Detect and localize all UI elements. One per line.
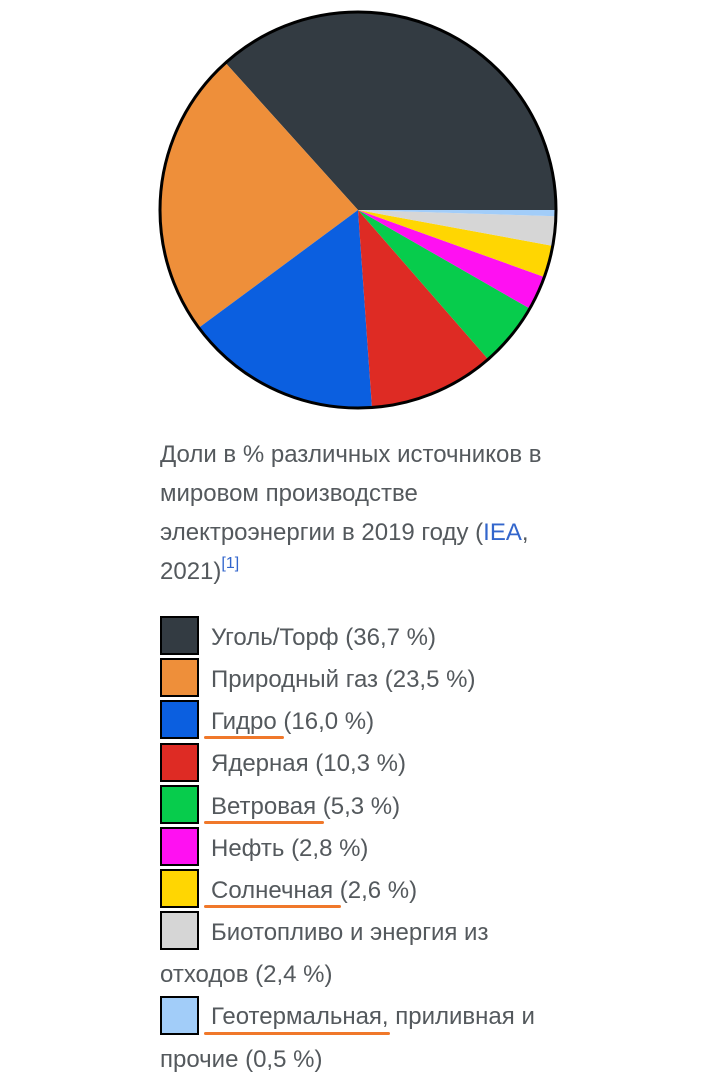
legend-label[interactable]: Ветровая (5,3 %) (211, 792, 401, 820)
legend-item: Уголь/Торф (36,7 %) (160, 616, 580, 658)
legend-swatch (160, 784, 199, 824)
chart-legend: Уголь/Торф (36,7 %) Природный газ (23,5 %… (160, 616, 580, 1080)
pie-chart (158, 10, 558, 410)
legend-swatch (160, 700, 199, 740)
pie-slice-1 (159, 62, 358, 328)
legend-swatch (160, 826, 199, 866)
pie-slice-5 (358, 210, 545, 309)
pie-slice-0 (225, 11, 556, 211)
legend-swatch (160, 869, 199, 909)
legend-label[interactable]: Гидро (16,0 %) (211, 708, 375, 736)
pie-slice-4 (358, 210, 530, 360)
legend-label[interactable]: Геотермальная, приливная и прочие (0,5 %… (160, 1003, 535, 1073)
iea-link[interactable]: IEA (483, 519, 522, 546)
pie-slice-2 (198, 210, 372, 409)
pie-slice-3 (358, 210, 489, 408)
legend-swatch (160, 995, 199, 1035)
legend-label: Ядерная (10,3 %) (211, 750, 406, 778)
reference-link[interactable]: [1] (221, 555, 240, 572)
legend-label: Природный газ (23,5 %) (211, 666, 476, 694)
legend-item: Ветровая (5,3 %) (160, 784, 580, 827)
legend-label[interactable]: Солнечная (2,6 %) (211, 877, 418, 905)
figure-caption: Доли в % различных источников в мировом … (160, 435, 580, 591)
legend-item: Геотермальная, приливная и прочие (0,5 %… (160, 995, 580, 1079)
legend-item: Нефть (2,8 %) (160, 826, 580, 869)
caption-year: , 2021) (160, 519, 529, 585)
legend-label: Уголь/Торф (36,7 %) (211, 624, 436, 652)
pie-slice-7 (358, 210, 556, 246)
legend-item: Биотопливо и энергия из отходов (2,4 %) (160, 911, 580, 995)
legend-item: Природный газ (23,5 %) (160, 658, 580, 700)
legend-swatch (160, 616, 199, 656)
legend-item: Гидро (16,0 %) (160, 700, 580, 742)
link-underline (204, 820, 324, 824)
link-underline (204, 736, 285, 740)
caption-text: Доли в % различных источников в мировом … (160, 441, 542, 546)
pie-slice-6 (358, 210, 553, 278)
legend-swatch (160, 911, 199, 951)
legend-swatch (160, 658, 199, 698)
legend-item: Солнечная (2,6 %) (160, 869, 580, 911)
legend-label: Нефть (2,8 %) (211, 834, 369, 862)
link-underline (204, 1031, 390, 1035)
legend-item: Ядерная (10,3 %) (160, 742, 580, 784)
legend-swatch (160, 742, 199, 782)
link-underline (204, 905, 341, 909)
pie-outline (158, 10, 558, 410)
pie-slice-8 (358, 210, 556, 217)
legend-label: Биотопливо и энергия из отходов (2,4 %) (160, 919, 489, 989)
